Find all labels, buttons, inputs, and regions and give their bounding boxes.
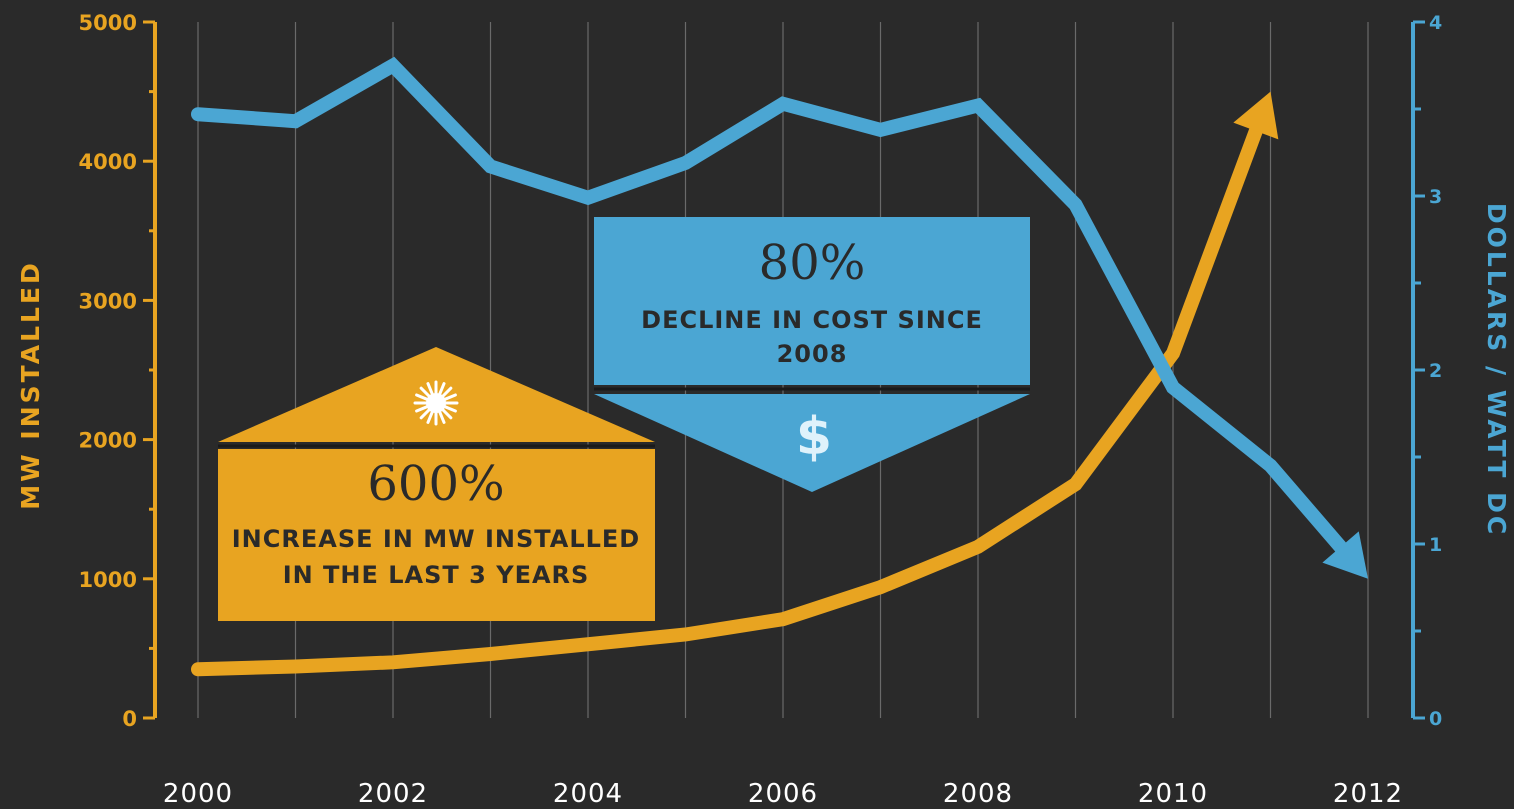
left-axis-title: MW INSTALLED (16, 260, 45, 510)
left-axis-ticks: 0 1000 2000 3000 4000 5000 (79, 11, 155, 731)
sun-ray (419, 407, 432, 420)
sun-ray (442, 393, 457, 402)
x-tick-label: 2004 (553, 779, 623, 809)
sun-ray (415, 404, 430, 413)
mw-increase-callout: 600% INCREASE IN MW INSTALLED IN THE LAS… (218, 347, 655, 621)
series-layer (191, 56, 1368, 677)
x-tick-label: 2002 (358, 779, 428, 809)
sun-ray (440, 407, 453, 420)
x-tick-label: 2006 (748, 779, 818, 809)
right-tick-label: 1 (1429, 534, 1442, 556)
callout-arrow (594, 394, 1030, 492)
right-axis-ticks: 0 1 2 3 4 (1413, 12, 1442, 730)
left-tick-label: 2000 (79, 429, 137, 453)
right-tick-label: 3 (1429, 186, 1442, 208)
x-tick-label: 2012 (1333, 779, 1403, 809)
sun-ray (426, 382, 435, 397)
sun-ray (437, 382, 446, 397)
cost-decline-callout: 80% DECLINE IN COST SINCE 2008 $ (594, 217, 1030, 492)
left-tick-label: 5000 (79, 11, 137, 35)
right-tick-label: 4 (1429, 12, 1442, 34)
dollars-per-watt-line (191, 56, 1351, 558)
left-tick-label: 1000 (79, 568, 137, 592)
sun-icon (413, 380, 459, 426)
cost-decline-text-line2: 2008 (777, 340, 848, 368)
left-tick-label: 4000 (79, 150, 137, 174)
dollars-per-watt-arrowhead (1322, 531, 1368, 579)
sun-ray (442, 404, 457, 413)
mw-installed-arrowhead (1233, 91, 1279, 140)
right-tick-label: 2 (1429, 360, 1442, 382)
cost-decline-text-line1: DECLINE IN COST SINCE (641, 306, 983, 334)
right-axis-title: DOLLARS / WATT DC (1482, 203, 1511, 537)
sun-ray (440, 386, 453, 399)
sun-ray (426, 409, 435, 424)
x-axis-ticks: 2000 2002 2004 2006 2008 2010 2012 (163, 779, 1403, 809)
mw-installed-line (191, 120, 1265, 677)
sun-ray (419, 386, 432, 399)
sun-ray (437, 409, 446, 424)
mw-increase-text-line1: INCREASE IN MW INSTALLED (232, 525, 640, 553)
mw-increase-value: 600% (367, 456, 504, 512)
x-tick-label: 2000 (163, 779, 233, 809)
right-tick-label: 0 (1429, 708, 1442, 730)
left-tick-label: 0 (122, 707, 137, 731)
x-tick-label: 2010 (1138, 779, 1208, 809)
mw-increase-text-line2: IN THE LAST 3 YEARS (283, 561, 590, 589)
left-tick-label: 3000 (79, 289, 137, 313)
x-tick-label: 2008 (943, 779, 1013, 809)
sun-ray (415, 393, 430, 402)
cost-decline-value: 80% (759, 235, 866, 291)
dollar-icon: $ (796, 407, 832, 467)
callout-body (594, 217, 1030, 385)
callout-body (218, 449, 655, 621)
